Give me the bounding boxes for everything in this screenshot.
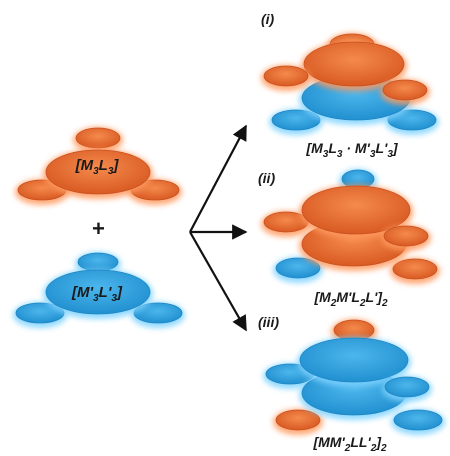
formula-segment: · M' [342, 140, 370, 156]
formula-segment: 2 [330, 298, 337, 309]
p3-blue-core-upper [299, 337, 409, 383]
formula-segment: 2 [381, 298, 388, 309]
formula-segment: 3 [370, 149, 376, 160]
p3-blue-ligand-mid [384, 376, 430, 398]
p2-orange-ligand-mid [383, 225, 429, 247]
product-ii-complex [261, 169, 440, 284]
formula-segment: ] [374, 434, 382, 450]
formula-segment: 2 [359, 298, 366, 309]
product-i-formula: [M3L3 · M'3L'3] [305, 140, 398, 160]
formula-segment: [MM' [312, 434, 345, 450]
product-i-numeral: (i) [261, 11, 275, 27]
reactant-blue-complex [13, 252, 185, 328]
reaction-arrows [189, 124, 248, 332]
p1-orange-ligand-right [382, 79, 428, 101]
blue-ligand-right [133, 302, 183, 324]
p2-blue-ligand-left [275, 257, 321, 279]
formula-segment: ] [391, 140, 399, 156]
p2-orange-ligand-right [392, 258, 438, 280]
formula-segment: M'L [336, 289, 360, 305]
blue-core [45, 269, 151, 315]
formula-segment: LL' [350, 434, 371, 450]
formula-segment: 3 [387, 149, 393, 160]
p2-orange-core-upper [301, 185, 411, 235]
plus-sign: + [92, 216, 105, 241]
formula-segment: [M [313, 289, 331, 305]
product-ii-formula: [M2M'L2L']2 [313, 289, 388, 309]
formula-segment: [M [305, 140, 323, 156]
formula-segment: 3 [323, 149, 329, 160]
p3-blue-ligand-right [393, 409, 443, 431]
formula-segment: L' [375, 140, 388, 156]
p1-orange-core [303, 41, 405, 87]
formula-segment: 2 [370, 443, 377, 454]
p1-orange-ligand-left [263, 65, 309, 87]
arrow-to-product-iii [189, 231, 247, 332]
formula-segment: 2 [380, 443, 387, 454]
product-iii-formula: [MM'2LL'2]2 [312, 434, 387, 454]
product-iii-complex [263, 319, 445, 435]
formula-segment: L'] [365, 289, 383, 305]
orange-core [45, 149, 151, 195]
reactant-blue-label: [M'3L'3] [71, 284, 123, 304]
product-i-complex [261, 33, 439, 135]
arrow-to-product-i [189, 124, 247, 233]
formula-segment: L [328, 140, 337, 156]
product-ii-numeral: (ii) [258, 170, 275, 186]
formula-segment: 3 [337, 149, 343, 160]
blue-ligand-top [77, 252, 119, 272]
p1-blue-ligand-left [271, 109, 321, 131]
formula-segment: 2 [344, 443, 351, 454]
reactant-orange-complex [15, 127, 182, 205]
p3-orange-ligand-bottom [275, 409, 321, 431]
reactant-orange-label: [M3L3] [75, 157, 120, 177]
product-iii-numeral: (iii) [258, 314, 279, 330]
orange-ligand-top [75, 127, 121, 149]
